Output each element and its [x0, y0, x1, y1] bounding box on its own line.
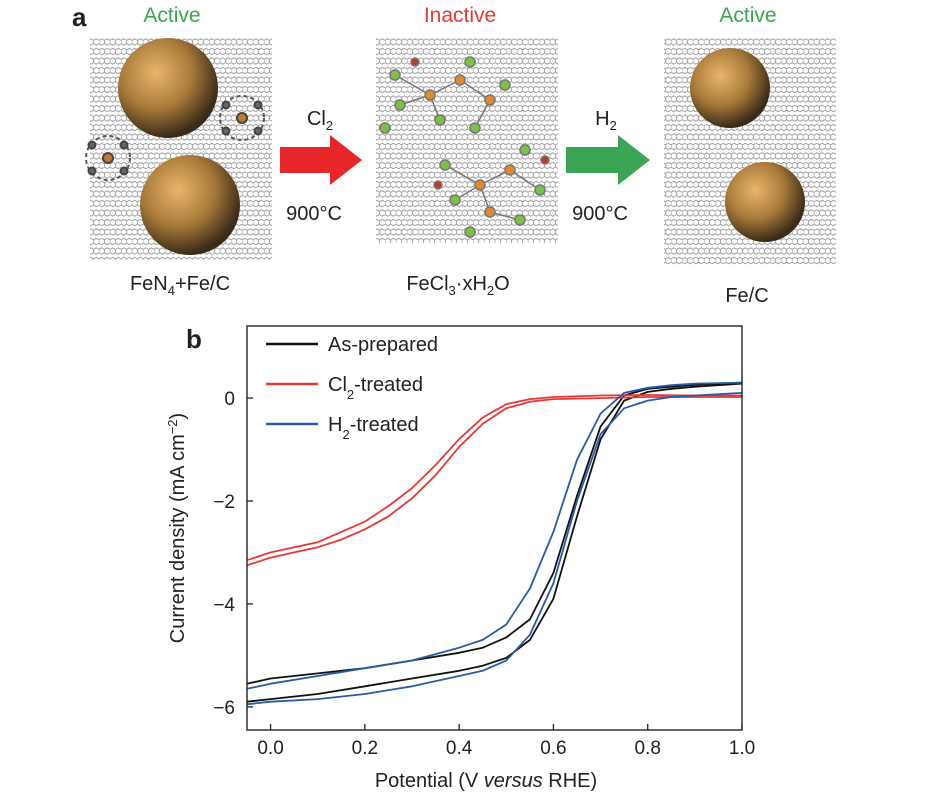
y-tick-label: −6 — [213, 698, 235, 719]
state-1-caption: FeN4+Fe/C — [129, 273, 231, 298]
fen4-molecule-2 — [219, 95, 265, 141]
fen4-molecule-1 — [85, 135, 131, 181]
y-axis-label: Current density (mA cm−2) — [165, 413, 190, 643]
legend-label: Cl2-treated — [328, 374, 423, 402]
state-3-status: Active — [719, 4, 777, 27]
state-2-status: Inactive — [423, 4, 497, 27]
y-tick-label: 0 — [224, 389, 235, 410]
panel-b-letter: b — [186, 324, 202, 354]
graphene-sheet-2 — [376, 38, 558, 243]
x-tick-label: 0.6 — [540, 738, 566, 759]
panel-a-illustration — [85, 38, 836, 266]
panel-a-letter: a — [72, 2, 87, 32]
x-tick-label: 0.4 — [446, 738, 473, 759]
cl2-arrow — [280, 135, 362, 185]
series-line-cl2-treated-upper — [246, 394, 742, 562]
x-tick-label: 1.0 — [729, 738, 755, 759]
series-line-as-prepared-upper — [246, 381, 743, 685]
legend-label: H2-treated — [328, 414, 419, 442]
fe-particle-1 — [118, 38, 218, 138]
fe-particle-4 — [725, 162, 805, 242]
legend-label: As-prepared — [328, 334, 438, 356]
h2-temperature: 900°C — [572, 203, 628, 225]
fecl3-cluster-1 — [379, 56, 511, 134]
series-line-h2-treated-lower — [246, 392, 743, 706]
plot-frame — [246, 325, 743, 731]
y-tick-label: −2 — [213, 492, 235, 513]
fecl3-cluster-2 — [433, 144, 550, 238]
x-axis-label: Potential (V versus RHE) — [375, 770, 597, 792]
state-3-caption: Fe/C — [725, 285, 769, 307]
x-tick-label: 0.0 — [257, 738, 283, 759]
x-tick-label: 0.8 — [635, 738, 661, 759]
cl2-label: Cl2 — [306, 108, 334, 133]
fe-particle-3 — [690, 48, 770, 128]
series-line-as-prepared-lower — [246, 382, 743, 703]
state-1-status: Active — [143, 4, 201, 27]
h2-label: H2 — [595, 108, 617, 133]
cl2-temperature: 900°C — [286, 203, 342, 225]
series-line-h2-treated-upper — [246, 381, 743, 690]
h2-arrow — [566, 135, 650, 185]
x-tick-label: 0.2 — [352, 738, 378, 759]
fe-particle-2 — [140, 155, 240, 255]
y-tick-label: −4 — [213, 595, 235, 616]
series-line-cl2-treated-lower — [246, 396, 742, 567]
state-2-caption: FeCl3·xH2O — [406, 273, 510, 298]
